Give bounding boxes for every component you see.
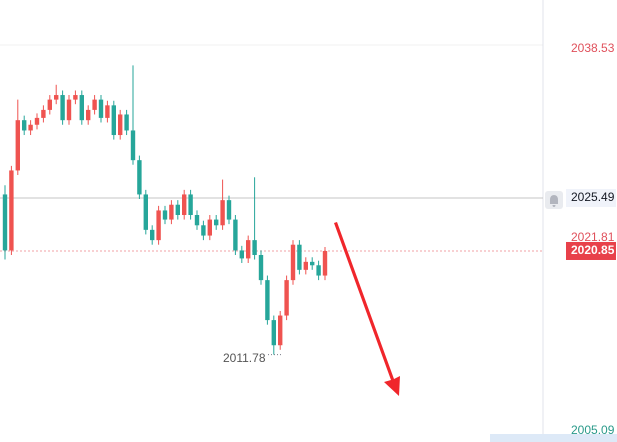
- candle-body: [54, 95, 59, 100]
- y-tick-label: 2038.53: [571, 41, 615, 55]
- candle-body: [246, 240, 251, 259]
- candle-body: [226, 200, 232, 220]
- candle-body: [175, 204, 180, 216]
- candle-body: [130, 130, 136, 161]
- low-label: 2011.78: [223, 351, 266, 365]
- candle-body: [60, 95, 65, 121]
- candle-body: [105, 105, 110, 118]
- candle-body: [322, 250, 328, 276]
- candle-body: [98, 99, 104, 118]
- candle-body: [34, 117, 40, 125]
- candle-body: [271, 320, 276, 346]
- candle-body: [118, 114, 123, 136]
- line-price-label: 2021.81: [571, 230, 615, 244]
- candle-body: [194, 215, 200, 226]
- candle-body: [182, 194, 187, 216]
- candle-body: [156, 210, 161, 241]
- candle-body: [265, 280, 270, 321]
- candle-body: [252, 240, 257, 255]
- candle-body: [284, 280, 289, 316]
- candle-body: [15, 120, 20, 171]
- candle-body: [73, 95, 78, 100]
- candle-body: [86, 109, 91, 121]
- candle-body: [9, 170, 14, 251]
- candle-body: [310, 261, 315, 266]
- candle-body: [79, 95, 84, 121]
- last-price-box: [566, 241, 616, 260]
- candle-body: [92, 99, 97, 110]
- candle-body: [28, 124, 33, 131]
- candle-body: [47, 99, 52, 110]
- arrow: [334, 222, 400, 396]
- candle-body: [162, 210, 168, 220]
- candle-body: [201, 225, 206, 236]
- candle-body: [239, 250, 244, 259]
- time-axis-hint: [490, 434, 617, 442]
- candle-body: [214, 219, 219, 226]
- candle-body: [143, 194, 148, 230]
- alert-bell[interactable]: [545, 191, 563, 209]
- candle-body: [258, 254, 264, 281]
- candle-body: [297, 244, 302, 270]
- last-price-label: 2020.85: [571, 243, 615, 257]
- candle-body: [169, 204, 174, 220]
- candle-body: [188, 194, 193, 216]
- candle-body: [290, 244, 296, 281]
- candle-body: [111, 105, 116, 136]
- candle-body: [66, 99, 72, 121]
- candle-body: [150, 229, 155, 241]
- candle-body: [124, 114, 129, 131]
- candle-body: [233, 219, 238, 251]
- candle-body: [220, 200, 225, 226]
- y-tick-label: 2005.09: [571, 423, 615, 437]
- crosshair-label: 2025.49: [571, 190, 615, 204]
- candle-body: [2, 194, 8, 251]
- crosshair-label-box: [566, 188, 616, 207]
- candle-body: [303, 261, 308, 270]
- candle-body: [41, 109, 46, 118]
- candle-body: [278, 315, 283, 346]
- candle-body: [22, 120, 27, 131]
- candle-body: [316, 265, 321, 276]
- candle-body: [137, 160, 142, 195]
- candle-body: [207, 219, 212, 236]
